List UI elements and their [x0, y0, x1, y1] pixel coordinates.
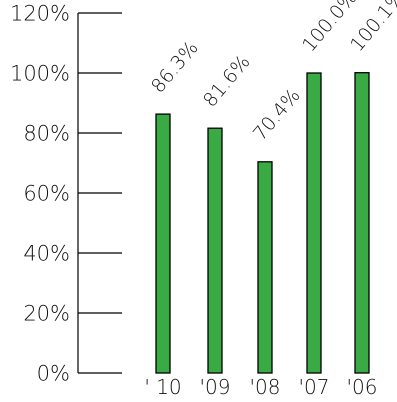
category-labels: ' 10 '09 '08 '07 '06	[144, 375, 377, 399]
bar	[306, 72, 322, 374]
y-tick-label: 20%	[23, 302, 70, 326]
category-label: '08	[250, 375, 281, 399]
y-tick-labels: 0% 20% 40% 60% 80% 100% 120%	[10, 2, 70, 386]
y-tick-label: 120%	[10, 2, 70, 26]
y-tick-label: 60%	[23, 182, 70, 206]
category-label: '09	[200, 375, 231, 399]
bar	[354, 72, 370, 374]
category-label: ' 10	[144, 375, 181, 399]
bar-value-label: 86.3%	[147, 37, 203, 97]
y-ticks	[78, 12, 122, 374]
y-tick-label: 80%	[23, 122, 70, 146]
bars	[155, 72, 370, 374]
category-label: '06	[347, 375, 378, 399]
bar-value-label: 81.6%	[199, 51, 255, 111]
bar	[155, 113, 171, 374]
bar-value-label: 70.4%	[249, 85, 305, 145]
category-label: '07	[299, 375, 330, 399]
bar	[207, 127, 223, 374]
y-tick-label: 0%	[37, 362, 70, 386]
y-tick-label: 40%	[23, 242, 70, 266]
y-tick-label: 100%	[10, 62, 70, 86]
bar	[257, 161, 273, 374]
